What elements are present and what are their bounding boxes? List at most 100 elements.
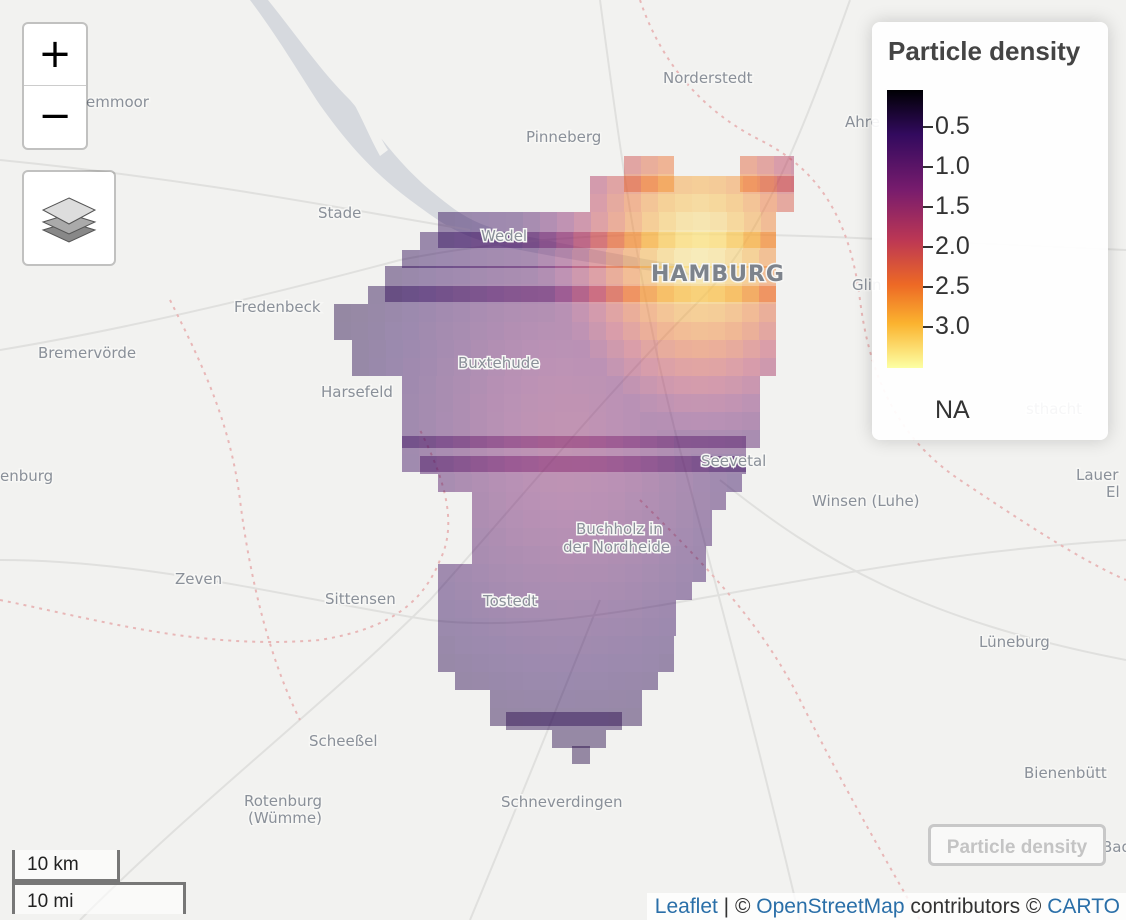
density-cell — [725, 250, 742, 268]
place-label: HAMBURG — [651, 262, 785, 287]
density-cell — [608, 230, 625, 248]
density-cell — [691, 304, 708, 322]
density-cell — [708, 266, 725, 284]
attribution: Leaflet | © OpenStreetMap contributors ©… — [646, 893, 1126, 920]
density-cell — [368, 322, 385, 340]
density-cell — [437, 340, 454, 358]
layers-button[interactable] — [22, 170, 116, 266]
density-cell — [642, 618, 659, 636]
leaflet-link[interactable]: Leaflet — [654, 895, 718, 918]
density-cell — [742, 454, 746, 472]
density-cell — [742, 430, 759, 448]
density-cell — [760, 194, 777, 212]
place-label: Wedel — [481, 227, 527, 245]
density-cell — [489, 528, 506, 546]
density-cell — [521, 284, 538, 302]
density-cell — [506, 636, 523, 654]
density-cell — [659, 546, 676, 564]
density-cell — [557, 712, 574, 730]
density-cell — [557, 528, 574, 546]
density-cell — [455, 672, 472, 690]
density-cell — [606, 430, 623, 448]
density-cell — [538, 322, 555, 340]
density-cell — [558, 708, 575, 726]
density-cell — [658, 456, 675, 474]
density-cell — [437, 456, 454, 474]
density-cell — [420, 456, 437, 474]
density-cell — [757, 156, 774, 174]
density-cell — [572, 250, 589, 268]
density-cell — [385, 266, 402, 284]
density-cell — [555, 286, 572, 304]
particle-density-layer[interactable] — [334, 156, 794, 764]
density-cell — [586, 730, 603, 748]
density-cell — [640, 454, 657, 472]
density-cell — [455, 230, 472, 248]
density-cell — [606, 394, 623, 412]
density-cell — [692, 456, 709, 474]
density-cell — [419, 454, 436, 472]
density-cell — [471, 232, 488, 250]
density-cell — [590, 232, 607, 250]
legend-title: Particle density — [888, 36, 1081, 66]
density-cell — [555, 436, 572, 454]
density-cell — [591, 212, 608, 230]
color-ramp — [887, 90, 923, 368]
density-cell — [438, 600, 455, 618]
density-cell — [591, 528, 608, 546]
density-cell — [591, 230, 608, 248]
density-cell — [625, 510, 642, 528]
density-cell — [759, 304, 776, 322]
density-cell — [472, 510, 489, 528]
density-cell — [524, 708, 541, 726]
density-cell — [454, 340, 471, 358]
density-cell — [538, 266, 555, 284]
osm-link[interactable]: OpenStreetMap — [756, 895, 905, 918]
density-cell — [591, 474, 608, 492]
density-cell — [557, 672, 574, 690]
density-cell — [641, 156, 658, 174]
density-cell — [761, 230, 776, 248]
density-cell — [487, 376, 504, 394]
density-cell — [438, 654, 455, 672]
density-cell — [540, 212, 557, 230]
zoom-out-button[interactable]: − — [38, 93, 72, 139]
density-cell — [557, 212, 574, 230]
density-cell — [641, 174, 658, 192]
density-cell — [522, 358, 539, 376]
density-cell — [657, 266, 674, 284]
place-label: Buxtehude — [458, 354, 540, 372]
layer-toggle-particle-density[interactable]: Particle density — [928, 824, 1106, 866]
density-cell — [472, 528, 489, 546]
density-cell — [470, 412, 487, 430]
density-cell — [623, 454, 640, 472]
density-cell — [403, 358, 420, 376]
zoom-in-button[interactable]: + — [24, 24, 86, 86]
carto-link[interactable]: CARTO — [1047, 895, 1120, 918]
density-cell — [472, 230, 489, 248]
density-cell — [470, 436, 487, 454]
density-cell — [557, 564, 574, 582]
density-cell — [659, 528, 676, 546]
density-cell — [760, 232, 776, 250]
density-cell — [574, 636, 591, 654]
density-cell — [607, 358, 624, 376]
density-cell — [504, 412, 521, 430]
density-cell — [489, 492, 506, 510]
density-cell — [674, 412, 691, 430]
density-cell — [725, 286, 742, 304]
density-cell — [624, 358, 641, 376]
density-cell — [419, 284, 436, 302]
density-cell — [504, 286, 521, 304]
density-cell — [640, 436, 657, 454]
density-cell — [590, 340, 607, 358]
density-cell — [436, 412, 453, 430]
density-cell — [589, 250, 606, 268]
density-cell — [624, 174, 641, 192]
density-cell — [402, 376, 419, 394]
density-cell — [759, 394, 760, 412]
density-cell — [558, 690, 575, 708]
density-cell — [453, 436, 470, 454]
density-cell — [453, 412, 470, 430]
density-cell — [556, 456, 573, 474]
